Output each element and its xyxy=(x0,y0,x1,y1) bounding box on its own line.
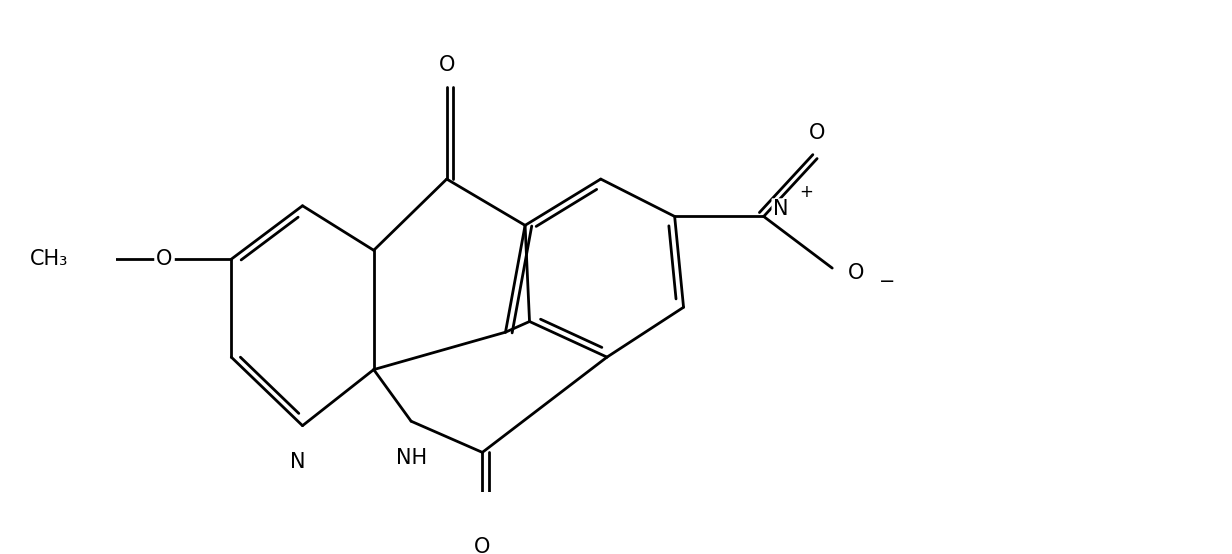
Text: CH₃: CH₃ xyxy=(30,249,68,269)
Text: O: O xyxy=(849,263,865,283)
Text: N: N xyxy=(772,199,788,219)
Text: +: + xyxy=(800,182,813,201)
Text: −: − xyxy=(878,272,894,291)
Text: O: O xyxy=(809,122,825,142)
Text: O: O xyxy=(439,55,455,75)
Text: O: O xyxy=(474,537,490,554)
Text: O: O xyxy=(156,249,172,269)
Text: N: N xyxy=(291,453,306,473)
Text: NH: NH xyxy=(395,448,426,468)
